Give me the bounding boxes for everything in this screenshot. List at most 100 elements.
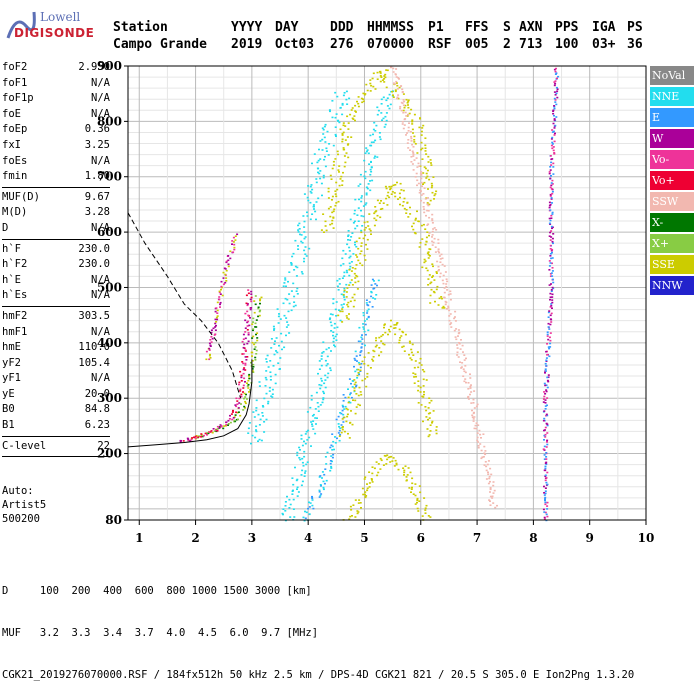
trace-dot	[420, 134, 423, 136]
trace-dot	[288, 332, 291, 334]
trace-dot	[357, 368, 360, 371]
trace-dot	[305, 463, 308, 466]
trace-dot	[549, 193, 552, 196]
trace-dot	[303, 220, 306, 223]
trace-dot	[353, 299, 356, 302]
trace-dot	[453, 329, 456, 332]
trace-dot	[544, 465, 547, 468]
trace-dot	[382, 96, 385, 99]
trace-dot	[387, 456, 390, 459]
trace-dot	[551, 141, 554, 144]
trace-dot	[397, 198, 399, 200]
trace-dot	[413, 135, 416, 138]
trace-dot	[358, 373, 361, 376]
trace-dot	[308, 506, 311, 508]
trace-dot	[391, 191, 394, 193]
trace-dot	[405, 115, 408, 117]
trace-dot	[420, 199, 423, 202]
trace-dot	[359, 366, 362, 369]
trace-dot	[242, 353, 245, 355]
trace-dot	[254, 346, 257, 348]
trace-dot	[358, 198, 360, 201]
trace-dot	[348, 262, 351, 265]
trace-dot	[363, 356, 366, 358]
chart-grid	[128, 66, 647, 520]
trace-dot	[290, 264, 293, 266]
trace-dot	[405, 98, 408, 101]
trace-dot	[350, 261, 353, 263]
trace-dot	[543, 492, 546, 494]
trace-dot	[249, 317, 251, 319]
trace-dot	[360, 350, 363, 352]
trace-dot	[424, 243, 427, 246]
trace-dot	[446, 280, 449, 283]
trace-dot	[422, 183, 424, 185]
trace-dot	[407, 114, 410, 116]
trace-dot	[306, 196, 309, 199]
trace-dot	[449, 298, 452, 301]
trace-dot	[374, 130, 377, 132]
trace-dot	[549, 231, 552, 234]
trace-dot	[338, 165, 341, 167]
trace-dot	[254, 341, 257, 344]
trace-dot	[487, 473, 490, 475]
trace-dot	[551, 296, 554, 298]
trace-dot	[366, 248, 369, 250]
trace-dot	[244, 396, 247, 398]
trace-dot	[334, 308, 337, 311]
trace-dot	[356, 100, 358, 103]
trace-dot	[208, 354, 211, 357]
trace-dot	[443, 265, 446, 267]
trace-dot	[386, 194, 389, 197]
trace-dot	[240, 403, 242, 405]
trace-dot	[543, 516, 546, 519]
trace-dot	[486, 463, 489, 466]
trace-dot	[282, 513, 284, 516]
trace-dot	[456, 344, 459, 346]
param-value: 2.950	[78, 61, 110, 73]
trace-dot	[542, 419, 545, 422]
trace-dot	[358, 386, 361, 389]
trace-dot	[329, 446, 332, 449]
trace-dot	[303, 237, 306, 240]
trace-dot	[332, 210, 335, 213]
trace-dot	[326, 355, 329, 358]
trace-dot	[545, 384, 548, 386]
trace-dot	[366, 310, 369, 312]
trace-dot	[411, 163, 414, 165]
trace-dot	[202, 434, 205, 437]
trace-dot	[416, 166, 419, 168]
y-tick-label: 600	[97, 225, 122, 239]
trace-dot	[296, 451, 299, 454]
trace-dot	[455, 338, 458, 341]
trace-dot	[244, 349, 247, 351]
trace-dot	[301, 461, 304, 464]
trace-dot	[305, 255, 308, 257]
trace-dot	[407, 467, 410, 469]
trace-dot	[496, 504, 498, 507]
trace-dot	[405, 476, 408, 478]
footer-muf-row: MUF 3.2 3.3 3.4 3.7 4.0 4.5 6.0 9.7 [MHz…	[2, 627, 319, 639]
trace-dot	[244, 356, 247, 358]
trace-dot	[360, 195, 363, 197]
trace-dot	[366, 238, 369, 241]
trace-dot	[279, 357, 282, 359]
trace-dot	[551, 307, 553, 309]
trace-dot	[342, 249, 345, 252]
trace-dot	[284, 277, 287, 279]
trace-dot	[332, 227, 335, 229]
trace-dot	[420, 171, 423, 173]
param-value: 105.4	[78, 356, 110, 369]
trace-dot	[242, 409, 245, 411]
trace-dot	[551, 257, 554, 259]
param-name: B1	[2, 419, 15, 432]
trace-dot	[227, 419, 230, 422]
trace-dot	[214, 318, 217, 321]
legend-entry-sse: SSE	[650, 255, 694, 274]
trace-dot	[421, 515, 424, 517]
trace-dot	[354, 104, 357, 107]
footer-distance-row: D 100 200 400 600 800 1000 1500 3000 [km…	[2, 585, 312, 597]
trace-dot	[346, 243, 349, 246]
trace-dot	[491, 497, 494, 499]
